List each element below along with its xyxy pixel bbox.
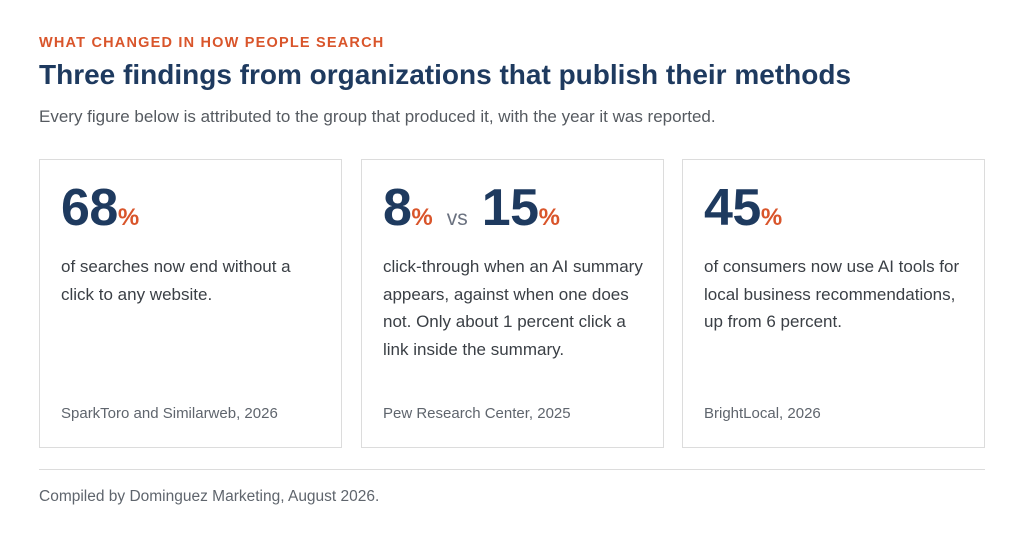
stat-value: 8 xyxy=(383,179,412,237)
stat-unit: % xyxy=(117,204,140,231)
stat-unit: % xyxy=(760,204,783,231)
stat-description: of searches now end without a click to a… xyxy=(61,257,291,304)
stat-unit-2: % xyxy=(538,204,560,231)
stat-value-2: 15 xyxy=(481,179,539,237)
stat-figure: 45% xyxy=(704,182,782,234)
stat-figure: 68% xyxy=(61,182,139,234)
stat-figure: 8% vs 15% xyxy=(383,182,560,234)
stat-source: SparkToro and Similarweb, 2026 xyxy=(61,405,278,422)
stat-source: BrightLocal, 2026 xyxy=(704,405,821,422)
stat-description: of consumers now use AI tools for local … xyxy=(704,257,960,331)
stat-description: click-through when an AI summary appears… xyxy=(383,257,643,359)
comparison-word: vs xyxy=(446,207,468,230)
finding-card-2: 8% vs 15% click-through when an AI summary… xyxy=(361,159,664,448)
page-title: Three findings from organizations that p… xyxy=(39,59,852,90)
stat-value: 45 xyxy=(704,179,761,237)
page-subtitle: Every figure below is attributed to the … xyxy=(39,107,716,126)
finding-card-3: 45% of consumers now use AI tools for lo… xyxy=(682,159,985,448)
stat-value: 68 xyxy=(61,179,118,237)
findings-cards: 68% of searches now end without a click … xyxy=(39,159,985,448)
footer-divider xyxy=(39,469,985,470)
stat-unit: % xyxy=(411,204,433,231)
footer-note: Compiled by Dominguez Marketing, August … xyxy=(39,488,380,505)
finding-card-1: 68% of searches now end without a click … xyxy=(39,159,342,448)
eyebrow-label: WHAT CHANGED IN HOW PEOPLE SEARCH xyxy=(39,35,385,51)
stat-source: Pew Research Center, 2025 xyxy=(383,405,571,422)
